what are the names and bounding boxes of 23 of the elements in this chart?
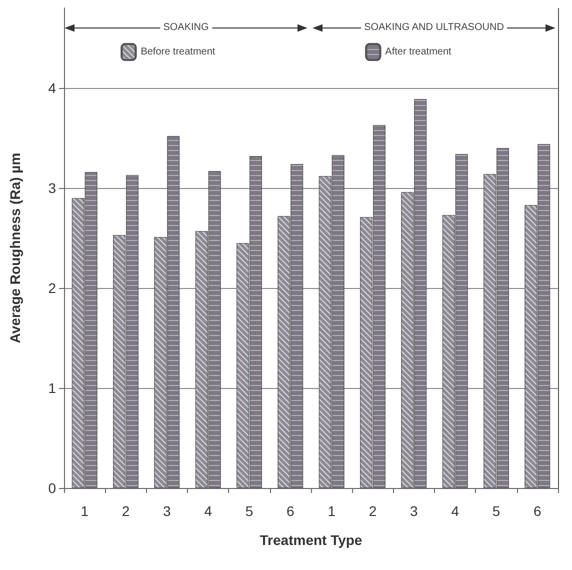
x-tick-label: 4 (204, 503, 212, 519)
y-tick-label: 1 (48, 380, 56, 396)
y-tick-label: 3 (48, 180, 56, 196)
x-tick-label: 3 (410, 503, 418, 519)
y-tick-label: 2 (48, 280, 56, 296)
annotation: SOAKING AND ULTRASOUND (361, 22, 507, 34)
x-axis-title: Treatment Type (260, 532, 362, 548)
x-tick-label: 2 (368, 503, 377, 519)
x-tick-label: 5 (245, 503, 254, 519)
x-tick-label: 1 (80, 503, 89, 519)
x-tick-label: 6 (534, 503, 542, 519)
x-tick-label: 2 (122, 503, 130, 519)
x-tick-label: 6 (286, 503, 295, 519)
y-tick-label: 4 (48, 80, 56, 96)
legend-label: After treatment (385, 46, 452, 58)
x-tick-label: 4 (451, 503, 460, 519)
legend-label: Before treatment (140, 46, 216, 58)
y-axis-title: Average Roughness (Ra) µm (7, 152, 23, 344)
y-tick-label: 0 (48, 480, 56, 496)
x-tick-label: 1 (328, 503, 336, 519)
x-tick-label: 5 (492, 503, 500, 519)
x-tick-label: 3 (163, 503, 172, 519)
annotation: SOAKING (160, 22, 212, 34)
